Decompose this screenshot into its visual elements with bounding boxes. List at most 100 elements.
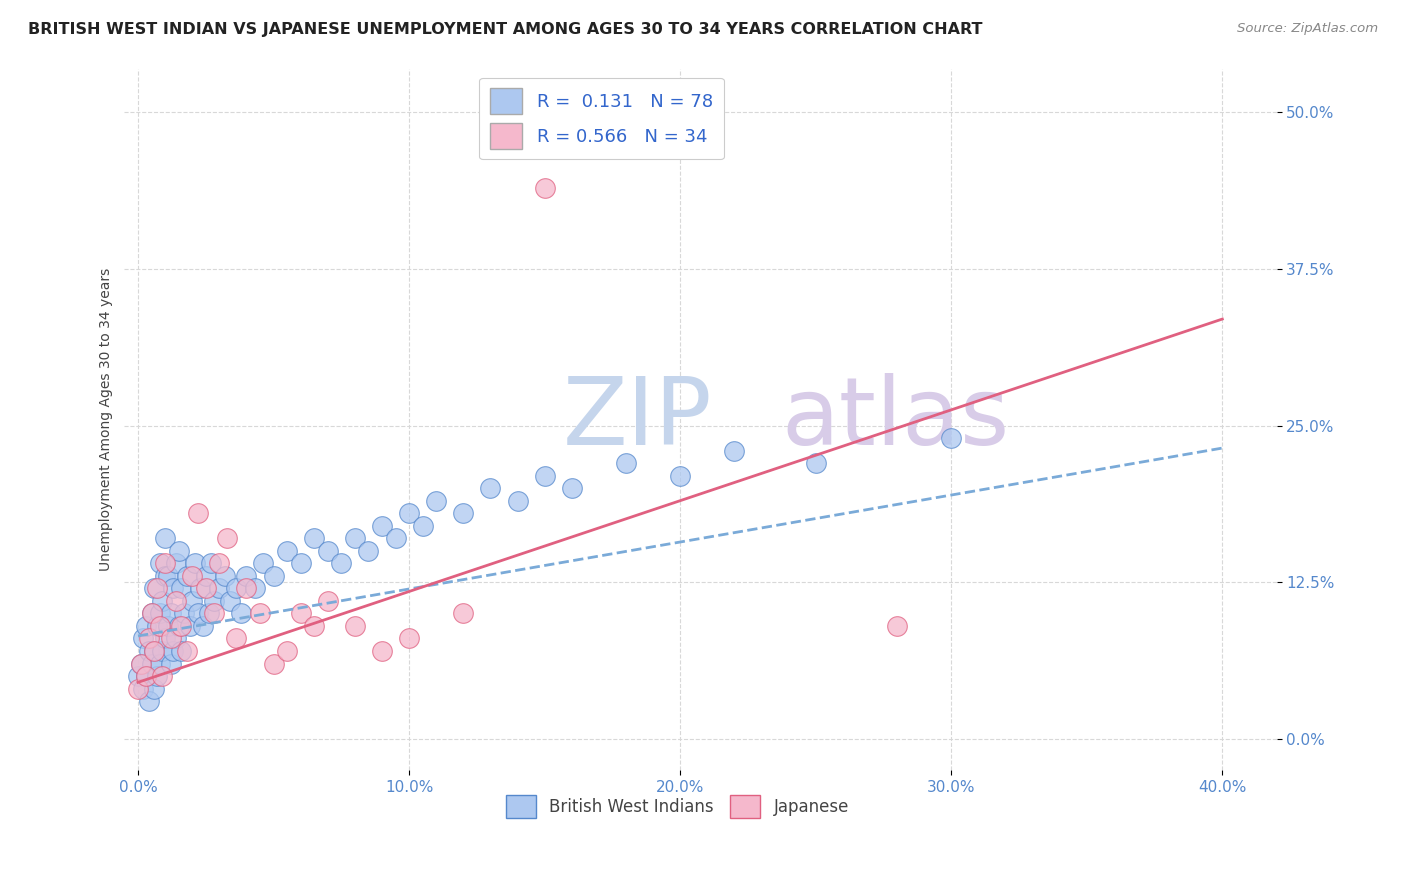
Point — [135, 619, 157, 633]
Point — [159, 607, 181, 621]
Point — [141, 657, 163, 671]
Point — [191, 619, 214, 633]
Point — [561, 481, 583, 495]
Point — [135, 669, 157, 683]
Point — [669, 468, 692, 483]
Point — [229, 607, 252, 621]
Point — [143, 644, 166, 658]
Point — [170, 582, 193, 596]
Point — [804, 456, 827, 470]
Point — [208, 582, 231, 596]
Point — [146, 669, 169, 683]
Point — [290, 607, 312, 621]
Point — [533, 468, 555, 483]
Point — [316, 594, 339, 608]
Point — [276, 644, 298, 658]
Point — [143, 681, 166, 696]
Point — [412, 518, 434, 533]
Point — [357, 543, 380, 558]
Point — [263, 657, 285, 671]
Point — [146, 582, 169, 596]
Point — [152, 644, 174, 658]
Point — [187, 506, 209, 520]
Point — [194, 569, 217, 583]
Point — [453, 506, 475, 520]
Point — [141, 607, 163, 621]
Point — [941, 431, 963, 445]
Point — [149, 657, 172, 671]
Point — [187, 607, 209, 621]
Point — [302, 619, 325, 633]
Point — [276, 543, 298, 558]
Point — [533, 180, 555, 194]
Point — [162, 644, 184, 658]
Point — [146, 619, 169, 633]
Point — [149, 619, 172, 633]
Text: Source: ZipAtlas.com: Source: ZipAtlas.com — [1237, 22, 1378, 36]
Point — [371, 644, 394, 658]
Point — [235, 569, 257, 583]
Point — [249, 607, 271, 621]
Point — [156, 619, 179, 633]
Point — [153, 632, 176, 646]
Point — [263, 569, 285, 583]
Point — [165, 594, 187, 608]
Point — [181, 569, 204, 583]
Point — [723, 443, 745, 458]
Point — [343, 619, 366, 633]
Point — [202, 607, 225, 621]
Point — [143, 582, 166, 596]
Text: ZIP: ZIP — [562, 373, 711, 466]
Point — [152, 594, 174, 608]
Point — [302, 531, 325, 545]
Point — [343, 531, 366, 545]
Point — [152, 669, 174, 683]
Point — [173, 607, 195, 621]
Point — [138, 632, 160, 646]
Point — [170, 644, 193, 658]
Legend: British West Indians, Japanese: British West Indians, Japanese — [499, 788, 856, 825]
Point — [132, 632, 155, 646]
Point — [165, 632, 187, 646]
Point — [190, 582, 212, 596]
Point — [129, 657, 152, 671]
Point — [197, 607, 219, 621]
Point — [225, 632, 247, 646]
Point — [167, 543, 190, 558]
Point — [138, 644, 160, 658]
Point — [384, 531, 406, 545]
Point — [330, 557, 353, 571]
Point — [181, 594, 204, 608]
Point — [217, 531, 239, 545]
Point — [886, 619, 908, 633]
Text: atlas: atlas — [782, 373, 1010, 466]
Point — [149, 557, 172, 571]
Point — [252, 557, 274, 571]
Point — [208, 557, 231, 571]
Point — [243, 582, 266, 596]
Point — [141, 607, 163, 621]
Point — [159, 657, 181, 671]
Point — [138, 694, 160, 708]
Point — [200, 557, 222, 571]
Point — [153, 569, 176, 583]
Point — [184, 557, 207, 571]
Point — [290, 557, 312, 571]
Point — [614, 456, 637, 470]
Point — [225, 582, 247, 596]
Point — [214, 569, 236, 583]
Point — [398, 506, 420, 520]
Point — [219, 594, 242, 608]
Point — [371, 518, 394, 533]
Point — [167, 619, 190, 633]
Point — [129, 657, 152, 671]
Point — [127, 669, 149, 683]
Point — [170, 619, 193, 633]
Point — [316, 543, 339, 558]
Point — [143, 644, 166, 658]
Point — [153, 531, 176, 545]
Point — [176, 644, 198, 658]
Point — [506, 493, 529, 508]
Point — [194, 582, 217, 596]
Point — [176, 569, 198, 583]
